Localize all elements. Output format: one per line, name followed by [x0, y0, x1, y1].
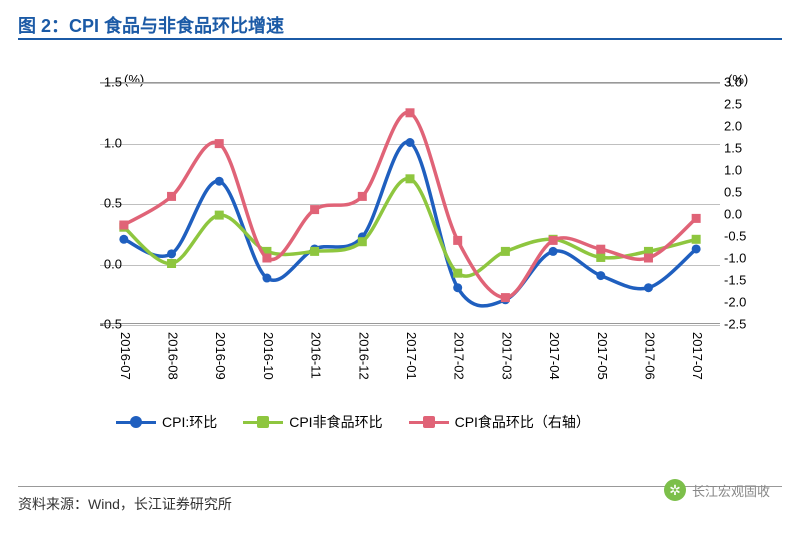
- legend-label: CPI非食品环比: [289, 412, 382, 432]
- wechat-icon: ✲: [664, 479, 686, 501]
- series-marker: [596, 253, 605, 262]
- ytick-right: 0.0: [724, 207, 764, 222]
- series-marker: [215, 177, 224, 186]
- series-marker: [644, 283, 653, 292]
- series-marker: [453, 269, 462, 278]
- series-marker: [406, 138, 415, 147]
- xtick: 2016-11: [306, 332, 324, 379]
- ytick-right: -0.5: [724, 229, 764, 244]
- series-marker: [215, 139, 224, 148]
- series-marker: [310, 205, 319, 214]
- ytick-left: -0.5: [82, 317, 122, 332]
- series-marker: [406, 108, 415, 117]
- xtick: 2017-06: [639, 332, 657, 380]
- chart-area: (%) (%) -0.50.00.51.01.5 -2.5-2.0-1.5-1.…: [56, 64, 748, 434]
- series-marker: [167, 259, 176, 268]
- xtick: 2016-07: [115, 332, 133, 380]
- ytick-right: -1.0: [724, 251, 764, 266]
- ytick-left: 0.5: [82, 196, 122, 211]
- series-marker: [692, 235, 701, 244]
- legend-item: CPI:环比: [116, 412, 217, 432]
- ytick-right: 2.0: [724, 119, 764, 134]
- series-marker: [358, 192, 367, 201]
- xtick: 2016-09: [210, 332, 228, 380]
- series-marker: [358, 237, 367, 246]
- series-marker: [501, 293, 510, 302]
- series-marker: [596, 245, 605, 254]
- legend-label: CPI:环比: [162, 412, 217, 432]
- series-marker: [692, 214, 701, 223]
- xtick: 2017-07: [687, 332, 705, 380]
- ytick-right: -1.5: [724, 273, 764, 288]
- ytick-right: 2.5: [724, 97, 764, 112]
- series-marker: [310, 247, 319, 256]
- legend: CPI:环比 CPI非食品环比 CPI食品环比（右轴）: [116, 410, 756, 434]
- series-marker: [406, 174, 415, 183]
- series-marker: [119, 221, 128, 230]
- xtick: 2017-01: [401, 332, 419, 380]
- legend-label: CPI食品环比（右轴）: [455, 412, 590, 432]
- series-marker: [644, 254, 653, 263]
- series-marker: [262, 274, 271, 283]
- series-marker: [119, 235, 128, 244]
- series-marker: [215, 211, 224, 220]
- watermark: ✲ 长江宏观固收: [664, 479, 770, 501]
- title-bar: 图 2：CPI 食品与非食品环比增速: [18, 12, 782, 40]
- series-marker: [167, 249, 176, 258]
- series-marker: [501, 247, 510, 256]
- series-marker: [262, 254, 271, 263]
- xtick: 2017-03: [496, 332, 514, 380]
- series-marker: [596, 271, 605, 280]
- ytick-right: -2.5: [724, 317, 764, 332]
- xtick: 2016-10: [258, 332, 276, 380]
- legend-item: CPI食品环比（右轴）: [409, 412, 590, 432]
- xtick: 2017-02: [449, 332, 467, 380]
- chart-lines-svg: [100, 82, 720, 324]
- legend-item: CPI非食品环比: [243, 412, 382, 432]
- xtick: 2017-04: [544, 332, 562, 380]
- series-marker: [692, 244, 701, 253]
- xtick: 2016-08: [163, 332, 181, 380]
- ytick-right: 3.0: [724, 75, 764, 90]
- ytick-right: 0.5: [724, 185, 764, 200]
- ytick-left: 0.0: [82, 256, 122, 271]
- xtick: 2017-05: [592, 332, 610, 380]
- chart-title: 图 2：CPI 食品与非食品环比增速: [18, 16, 284, 36]
- series-line: [124, 142, 696, 306]
- ytick-left: 1.5: [82, 75, 122, 90]
- chart-container: { "title": { "text": "图 2：CPI 食品与非食品环比增速…: [0, 0, 800, 539]
- series-marker: [549, 236, 558, 245]
- ytick-right: 1.5: [724, 141, 764, 156]
- series-marker: [549, 247, 558, 256]
- ytick-left: 1.0: [82, 135, 122, 150]
- source-text: 资料来源：Wind，长江证券研究所: [18, 494, 232, 514]
- ytick-right: 1.0: [724, 163, 764, 178]
- series-marker: [167, 192, 176, 201]
- series-marker: [453, 283, 462, 292]
- watermark-text: 长江宏观固收: [692, 481, 770, 500]
- series-marker: [453, 236, 462, 245]
- ytick-right: -2.0: [724, 295, 764, 310]
- series-line: [124, 178, 696, 276]
- xtick: 2016-12: [353, 332, 371, 380]
